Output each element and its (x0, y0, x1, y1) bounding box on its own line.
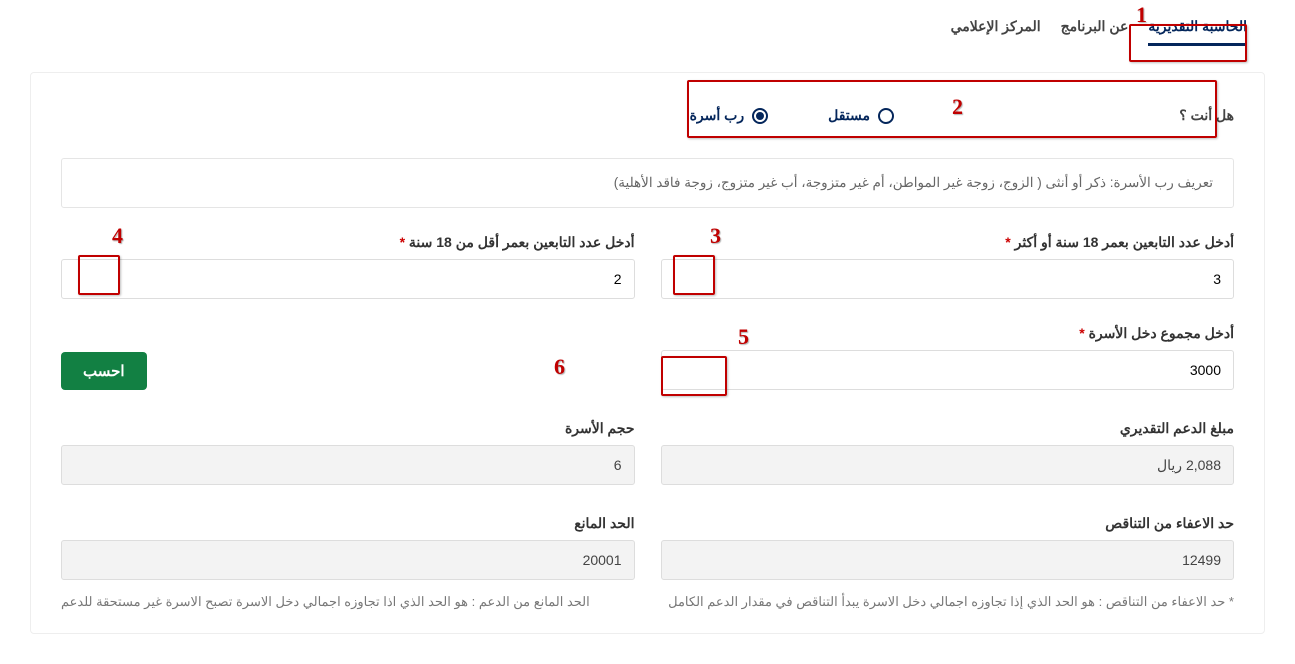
required-marker: * (1005, 234, 1010, 250)
radio-label-independent: مستقل (828, 107, 870, 124)
nav-tab-about[interactable]: عن البرنامج (1061, 10, 1129, 46)
field-estimated-amount: مبلغ الدعم التقديري (661, 420, 1235, 485)
calculate-button[interactable]: احسب (61, 352, 147, 390)
field-label-minors: أدخل عدد التابعين بعمر أقل من 18 سنة * (61, 234, 635, 251)
radio-icon (878, 108, 894, 124)
helper-reduction-limit: * حد الاعفاء من التناقص : هو الحد الذي إ… (661, 592, 1235, 613)
helper-block-limit: الحد المانع من الدعم : هو الحد الذي اذا … (61, 592, 635, 613)
calculator-form: هل أنت ؟ مستقل رب أسرة تعريف رب الأسرة: … (30, 72, 1265, 634)
label-reduction-limit: حد الاعفاء من التناقص (661, 515, 1235, 532)
question-row: هل أنت ؟ مستقل رب أسرة (61, 93, 1234, 138)
label-block-limit: الحد المانع (61, 515, 635, 532)
definition-banner: تعريف رب الأسرة: ذكر أو أنثى ( الزوج، زو… (61, 158, 1234, 208)
output-reduction-limit (661, 540, 1235, 580)
label-text: أدخل مجموع دخل الأسرة (1089, 325, 1234, 341)
label-family-size: حجم الأسرة (61, 420, 635, 437)
output-block-limit (61, 540, 635, 580)
required-marker: * (1079, 325, 1084, 341)
field-reduction-limit: حد الاعفاء من التناقص * حد الاعفاء من ال… (661, 515, 1235, 613)
field-minors: أدخل عدد التابعين بعمر أقل من 18 سنة * (61, 234, 635, 299)
radio-group-identity: مستقل رب أسرة (690, 107, 894, 124)
input-minors[interactable] (61, 259, 635, 299)
nav-tab-calculator[interactable]: الحاسبة التقديرية (1148, 10, 1247, 46)
question-label: هل أنت ؟ (1114, 107, 1234, 124)
output-estimated-amount (661, 445, 1235, 485)
field-adults: أدخل عدد التابعين بعمر 18 سنة أو أكثر * (661, 234, 1235, 299)
label-estimated-amount: مبلغ الدعم التقديري (661, 420, 1235, 437)
field-label-income: أدخل مجموع دخل الأسرة * (661, 325, 1235, 342)
input-income[interactable] (661, 350, 1235, 390)
label-text: أدخل عدد التابعين بعمر 18 سنة أو أكثر (1015, 234, 1234, 250)
radio-option-independent[interactable]: مستقل (828, 107, 894, 124)
required-marker: * (400, 234, 405, 250)
field-income: أدخل مجموع دخل الأسرة * (661, 325, 1235, 390)
label-text: أدخل عدد التابعين بعمر أقل من 18 سنة (409, 234, 635, 250)
field-family-size: حجم الأسرة (61, 420, 635, 485)
radio-label-head: رب أسرة (690, 107, 745, 124)
output-family-size (61, 445, 635, 485)
main-nav: الحاسبة التقديرية عن البرنامج المركز الإ… (30, 10, 1265, 52)
input-adults[interactable] (661, 259, 1235, 299)
field-block-limit: الحد المانع الحد المانع من الدعم : هو ال… (61, 515, 635, 613)
nav-tab-media[interactable]: المركز الإعلامي (951, 10, 1041, 46)
radio-icon (752, 108, 768, 124)
radio-option-head[interactable]: رب أسرة (690, 107, 769, 124)
field-label-adults: أدخل عدد التابعين بعمر 18 سنة أو أكثر * (661, 234, 1235, 251)
